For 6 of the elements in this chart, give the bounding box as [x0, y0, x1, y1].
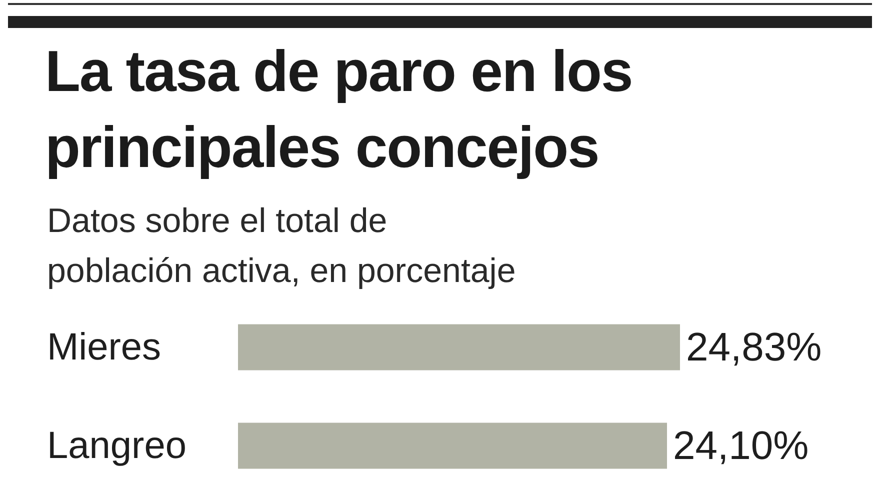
chart-subtitle: Datos sobre el total de población activa, en porcentaje — [47, 201, 517, 292]
chart-title: La tasa de paro en los principales concejos — [45, 38, 634, 182]
data-label: 24,83% — [686, 325, 822, 370]
data-label: 24,10% — [673, 424, 809, 468]
y-tick-label: Mieres — [47, 326, 162, 368]
y-tick-label: Langreo — [47, 424, 186, 467]
